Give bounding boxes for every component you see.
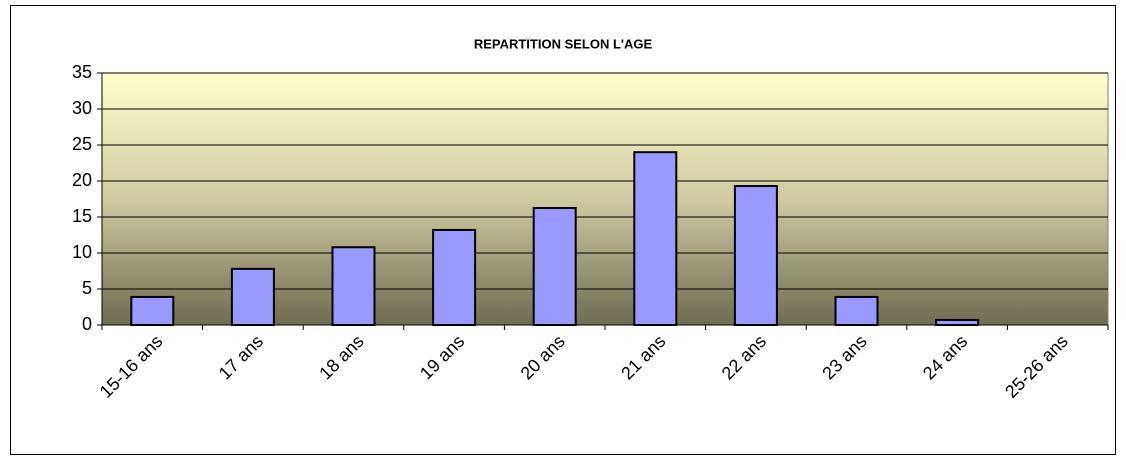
y-tick-label: 5	[82, 278, 92, 298]
y-tick-label: 0	[82, 314, 92, 334]
bar	[935, 318, 980, 326]
bar	[834, 295, 879, 327]
bar	[633, 151, 678, 326]
bar	[230, 267, 275, 326]
y-tick-label: 15	[72, 206, 92, 226]
y-tick-label: 20	[72, 170, 92, 190]
bar	[733, 185, 778, 326]
bar	[432, 228, 477, 327]
bar	[331, 246, 376, 327]
bar	[130, 295, 175, 327]
y-tick-label: 30	[72, 98, 92, 118]
y-tick-label: 10	[72, 242, 92, 262]
y-tick-label: 25	[72, 134, 92, 154]
y-tick-label: 35	[72, 62, 92, 82]
bar	[532, 207, 577, 326]
chart-title: REPARTITION SELON L'AGE	[474, 36, 653, 51]
